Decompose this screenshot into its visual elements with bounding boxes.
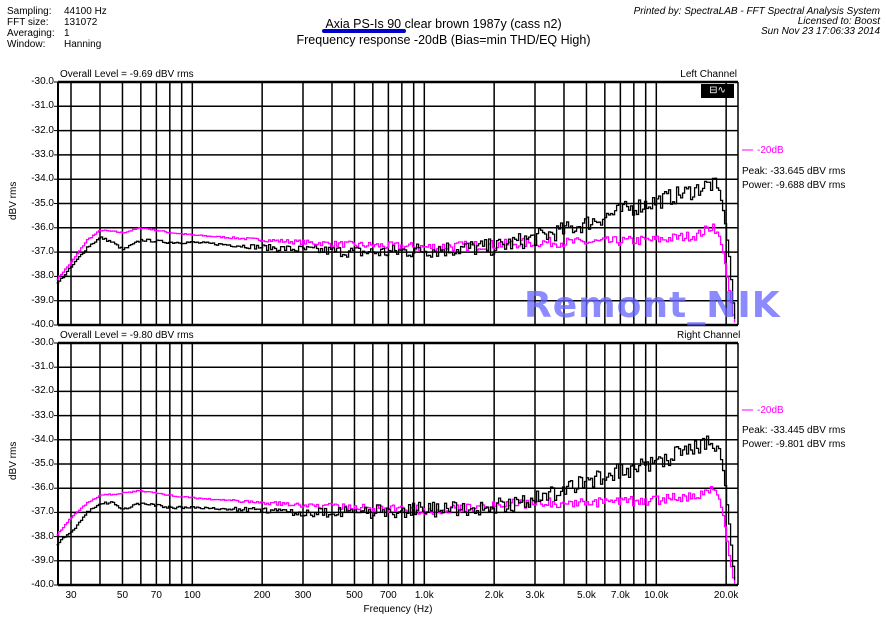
y-tick-label: -35.0 [31,197,54,209]
series-magenta-line [56,485,736,584]
info-value: 131072 [64,17,98,28]
info-label: Window: [7,39,46,50]
x-axis-label: Frequency (Hz) [363,604,433,615]
x-tick-label: 700 [380,590,397,601]
y-tick-label: -40.0 [31,319,54,330]
info-label: Sampling: [7,6,52,17]
x-tick-label: 1.0k [414,590,434,601]
y-tick-label: -31.0 [31,361,54,373]
y-tick-label: -32.0 [31,124,54,136]
series-black-line [56,177,736,319]
y-tick-label: -33.0 [31,148,54,160]
x-tick-label: 2.0k [484,590,504,601]
y-tick-label: -40.0 [31,579,54,590]
licensed-to: Licensed to: Boost [797,16,880,27]
y-tick-label: -39.0 [31,554,54,566]
y-tick-label: -30.0 [31,337,54,348]
x-tick-label: 100 [183,590,201,601]
overall-level-left: Overall Level = -9.69 dBV rms [60,69,194,80]
x-tick-label: 500 [346,590,363,601]
y-tick-label: -31.0 [31,100,54,112]
x-tick-label: 200 [253,590,271,601]
power-left: Power: -9.688 dBV rms [742,180,846,191]
x-tick-label: 3.0k [525,590,545,601]
peak-right: Peak: -33.445 dBV rms [742,425,846,436]
watermark-logo: Remont_NIK [524,285,781,326]
info-label: Averaging: [7,28,55,39]
channel-label-left: Left Channel [680,69,737,80]
channel-label-right: Right Channel [676,330,742,341]
info-value: 44100 Hz [64,6,107,17]
y-tick-label: -38.0 [31,530,54,542]
peak-left: Peak: -33.645 dBV rms [742,166,846,177]
x-tick-label: 30 [65,590,77,601]
x-tick-label: 70 [150,590,162,601]
chart-subtitle: Frequency response -20dB (Bias=min THD/E… [296,33,591,47]
y-tick-label: -34.0 [31,433,54,445]
info-value: Hanning [64,39,102,50]
info-value: 1 [64,28,70,39]
y-tick-label: -35.0 [31,458,54,469]
y-tick-label: -37.0 [31,246,54,258]
chart-title: Axia PS-Is 90 clear brown 1987y (cass n2… [325,17,562,31]
info-labels: Sampling: FFT size: Averaging: Window: [7,6,55,50]
y-tick-label: -37.0 [31,506,54,518]
x-tick-label: 10.0k [644,590,669,601]
series-magenta-line [56,223,736,323]
x-tick-label: 300 [294,590,312,601]
title-underline [322,29,406,33]
x-tick-label: 5.0k [577,590,596,601]
legend-label-left: -20dB [757,145,784,156]
y-axis-label-left: dBV rms [8,181,19,220]
print-date: Sun Nov 23 17:06:33 2014 [761,26,880,37]
printed-by: Printed by: SpectraLAB - FFT Spectral An… [633,6,880,17]
y-axis-label-right: dBV rms [8,441,19,480]
info-label: FFT size: [7,17,49,28]
y-tick-label: -33.0 [31,409,54,421]
series-black-line [56,435,736,581]
info-values: 44100 Hz 131072 1 Hanning [64,6,107,50]
legend-label-right: -20dB [757,405,784,416]
x-tick-label: 7.0k [610,590,630,601]
y-tick-label: -30.0 [31,76,54,87]
overall-level-right: Overall Level = -9.80 dBV rms [60,330,194,341]
x-tick-label: 20.0k [713,590,739,601]
y-tick-label: -39.0 [31,294,54,306]
signal-generator-icon[interactable]: ⊟∿ [701,84,734,98]
y-tick-label: -32.0 [31,385,54,397]
x-tick-label: 50 [116,590,129,601]
power-right: Power: -9.801 dBV rms [742,439,846,450]
y-tick-label: -34.0 [31,173,54,185]
y-tick-label: -36.0 [31,482,54,494]
y-tick-label: -36.0 [31,221,54,233]
y-tick-label: -38.0 [31,270,54,282]
